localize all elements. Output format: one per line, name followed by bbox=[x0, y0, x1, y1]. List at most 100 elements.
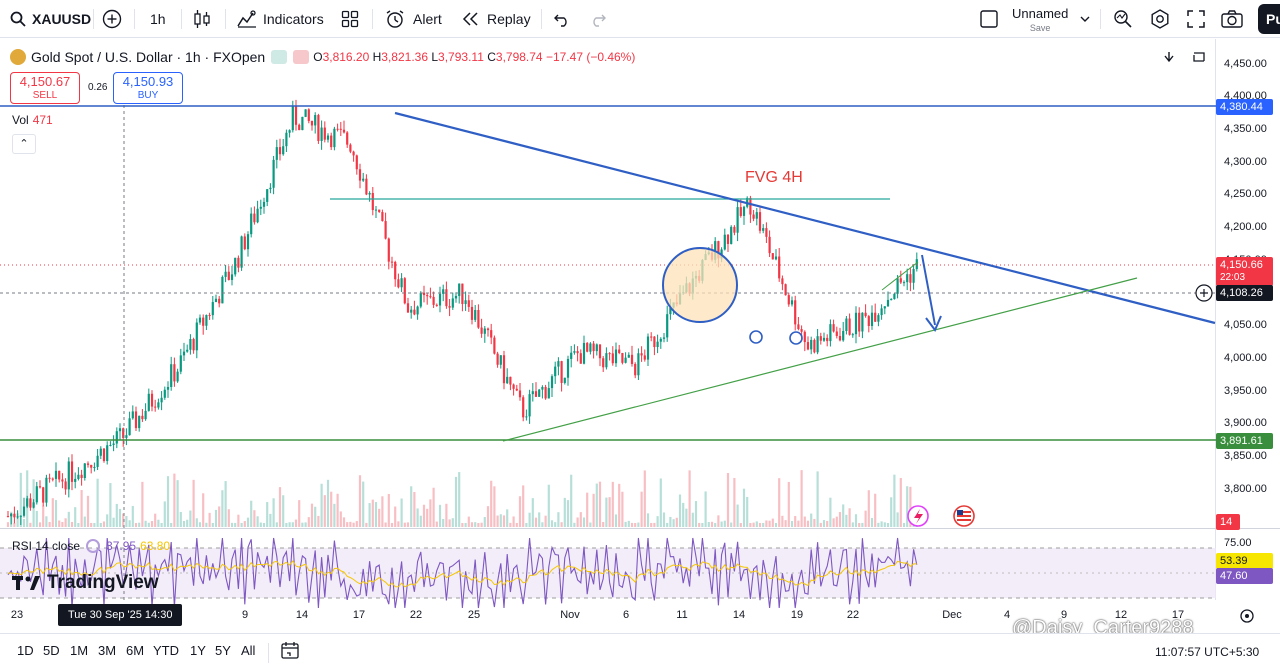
candle-body bbox=[470, 306, 474, 320]
fullscreen-button[interactable] bbox=[1187, 0, 1205, 38]
volume-bar bbox=[582, 517, 586, 527]
volume-bar bbox=[93, 522, 96, 527]
refresh-icon[interactable] bbox=[1193, 52, 1205, 62]
download-arrow-icon[interactable] bbox=[1164, 52, 1174, 63]
marker-circle-left[interactable] bbox=[749, 330, 763, 344]
waves-icon[interactable] bbox=[293, 50, 310, 64]
time-label: 4 bbox=[1003, 609, 1011, 621]
volume-bar bbox=[54, 500, 58, 527]
candle-body bbox=[659, 338, 662, 342]
settings-button[interactable] bbox=[1150, 0, 1170, 38]
time-label: 14 bbox=[732, 609, 746, 621]
volume-bar bbox=[346, 522, 349, 527]
range-button-5d[interactable]: 5D bbox=[43, 643, 60, 658]
layout-checkbox[interactable] bbox=[980, 0, 998, 38]
buy-button[interactable]: 4,150.93 BUY bbox=[113, 72, 183, 104]
indicators-button[interactable]: Indicators bbox=[237, 0, 324, 38]
rsi-settings-icon[interactable] bbox=[86, 539, 101, 553]
gear-settings-icon[interactable] bbox=[1240, 609, 1254, 623]
volume-bar bbox=[35, 510, 38, 527]
candle-body bbox=[838, 335, 842, 341]
range-button-1y[interactable]: 1Y bbox=[190, 643, 206, 658]
marker-circle-right[interactable] bbox=[789, 331, 803, 345]
volume-bar bbox=[211, 522, 214, 527]
candle-body bbox=[390, 261, 394, 263]
goto-date-icon[interactable] bbox=[281, 641, 299, 659]
range-button-1d[interactable]: 1D bbox=[17, 643, 34, 658]
sell-button[interactable]: 4,150.67 SELL bbox=[10, 72, 80, 104]
redo-button[interactable] bbox=[589, 0, 607, 38]
last-price-tag: 4,150.66 bbox=[1216, 257, 1273, 273]
volume-bar bbox=[352, 522, 355, 527]
clock-timezone[interactable]: 11:07:57 UTC+5:30 bbox=[1155, 645, 1260, 659]
layout-dropdown[interactable] bbox=[1080, 0, 1090, 38]
volume-bar bbox=[269, 513, 272, 527]
volume-bar bbox=[29, 522, 32, 527]
publish-button[interactable]: Pu bbox=[1258, 4, 1280, 34]
candle-body bbox=[326, 135, 330, 140]
range-button-3m[interactable]: 3M bbox=[98, 643, 117, 658]
replay-button[interactable]: Replay bbox=[462, 0, 531, 38]
candle-body bbox=[742, 206, 746, 216]
quick-search-button[interactable] bbox=[1113, 0, 1133, 38]
candle-body bbox=[38, 486, 42, 488]
volume-bar bbox=[822, 520, 826, 527]
collapse-legend-button[interactable]: ⌃ bbox=[12, 134, 36, 154]
candle-body bbox=[877, 315, 880, 322]
countdown-tag: 22:03 bbox=[1216, 270, 1273, 286]
eye-icon[interactable] bbox=[271, 50, 288, 64]
descending-trendline[interactable] bbox=[394, 111, 1216, 325]
snapshot-button[interactable] bbox=[1221, 0, 1243, 38]
rsi-value-tag: 47.60 bbox=[1216, 568, 1273, 584]
range-button-1m[interactable]: 1M bbox=[70, 643, 89, 658]
volume-bar bbox=[707, 522, 710, 527]
short-trendline[interactable] bbox=[881, 261, 919, 291]
price-chart[interactable] bbox=[0, 39, 1280, 633]
candle-body bbox=[835, 331, 838, 336]
candle-body bbox=[624, 357, 627, 363]
chart-type-button[interactable] bbox=[193, 0, 211, 38]
range-button-5y[interactable]: 5Y bbox=[215, 643, 231, 658]
candle-body bbox=[83, 463, 86, 479]
candle-body bbox=[262, 201, 266, 207]
volume-bar bbox=[490, 480, 493, 527]
candle-body bbox=[243, 236, 246, 250]
projection-arrow[interactable] bbox=[921, 254, 936, 326]
volume-bar bbox=[726, 473, 730, 527]
range-button-all[interactable]: All bbox=[241, 643, 256, 658]
range-button-6m[interactable]: 6M bbox=[126, 643, 145, 658]
price-scale-panel[interactable] bbox=[1216, 39, 1280, 633]
undo-button[interactable] bbox=[553, 0, 571, 38]
compare-button[interactable] bbox=[102, 0, 122, 38]
layout-name[interactable]: Unnamed Save bbox=[1012, 7, 1068, 35]
volume-bar bbox=[550, 520, 554, 527]
fvg-annotation[interactable]: FVG 4H bbox=[745, 169, 803, 186]
candle-body bbox=[208, 314, 211, 316]
volume-bar bbox=[259, 522, 262, 527]
chart-legend: Gold Spot / U.S. Dollar · 1h · FXOpen O3… bbox=[10, 48, 635, 66]
open-value: 3,816.20 bbox=[322, 50, 370, 64]
volume-bar bbox=[330, 491, 333, 527]
volume-bar bbox=[83, 516, 86, 527]
volume-bar bbox=[234, 522, 237, 527]
volume-bar bbox=[819, 522, 822, 527]
alert-button[interactable]: Alert bbox=[385, 0, 442, 38]
time-label: 19 bbox=[790, 609, 804, 621]
templates-button[interactable] bbox=[341, 0, 359, 38]
symbol-search[interactable]: XAUUSD bbox=[10, 0, 91, 38]
tradingview-logo[interactable]: TradingView bbox=[12, 572, 159, 594]
ascending-trendline[interactable] bbox=[502, 277, 1138, 442]
interval-button[interactable]: 1h bbox=[150, 11, 166, 27]
change-value: −17.47 (−0.46%) bbox=[545, 50, 636, 64]
highlight-circle[interactable] bbox=[662, 247, 738, 323]
candle-body bbox=[205, 314, 208, 326]
volume-bar bbox=[326, 479, 330, 527]
range-button-ytd[interactable]: YTD bbox=[153, 643, 179, 658]
volume-bar bbox=[714, 523, 717, 527]
price-tick: 4,200.00 bbox=[1224, 221, 1267, 234]
candle-body bbox=[42, 487, 45, 503]
candle-body bbox=[630, 354, 634, 364]
volume-bar bbox=[614, 514, 618, 527]
candle-body bbox=[435, 304, 438, 306]
candle-body bbox=[96, 455, 99, 467]
